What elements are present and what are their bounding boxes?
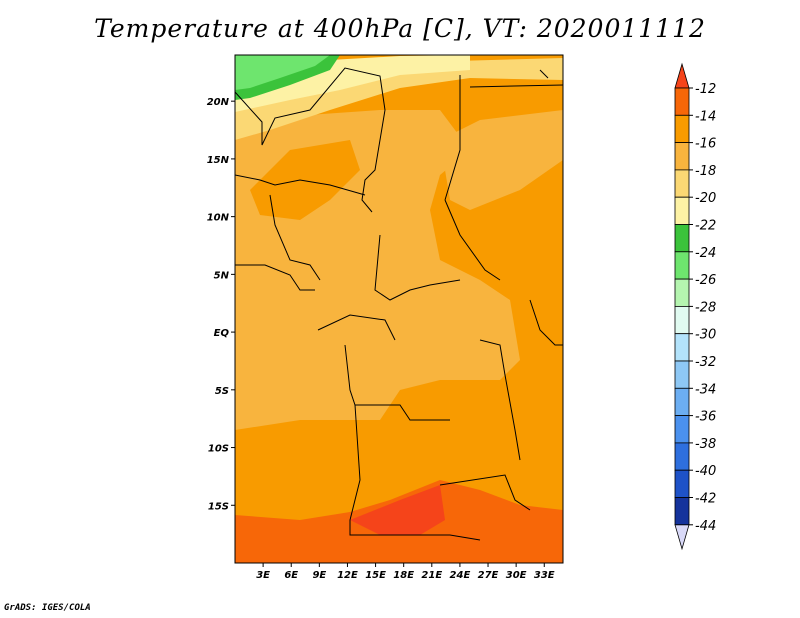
colorbar-label: -26 [695, 273, 716, 288]
colorbar-label: -32 [695, 355, 716, 370]
lat-tick-label: 5N [214, 270, 230, 281]
colorbar-band [674, 333, 690, 362]
lon-tick-label: 3E [256, 570, 270, 581]
lon-tick-label: 12E [337, 570, 358, 581]
colorbar-label: -18 [695, 164, 716, 179]
longitude-axis: 3E 6E 9E 12E 15E 18E 21E 24E 27E 30E 33E [256, 563, 555, 581]
lat-tick-label: 15S [208, 501, 229, 512]
colorbar-label: -14 [695, 109, 716, 124]
lat-tick-label: 10S [208, 444, 229, 455]
colorbar: -12 -14 -16 -18 -20 -22 -24 -26 -28 -30 -32 -34 -36 -… [674, 62, 716, 551]
colorbar-band [674, 442, 690, 471]
latitude-axis: 20N 15N 10N 5N EQ 5S 10S 15S [207, 97, 235, 512]
map-title: Temperature at 400hPa [C], VT: 202001111… [94, 14, 706, 43]
colorbar-bottom-arrow [674, 524, 690, 551]
lon-tick-label: 21E [421, 570, 442, 581]
temperature-field [235, 55, 563, 563]
colorbar-label: -16 [695, 137, 716, 152]
colorbar-label: -38 [695, 437, 716, 452]
colorbar-band [674, 142, 690, 171]
lat-tick-label: 5S [215, 386, 229, 397]
colorbar-label: -20 [695, 191, 716, 206]
colorbar-label: -12 [695, 82, 716, 97]
colorbar-band [674, 114, 690, 144]
colorbar-band [674, 251, 690, 280]
colorbar-label: -24 [695, 246, 716, 261]
lon-tick-label: 6E [284, 570, 298, 581]
footer-credit: GrADS: IGES/COLA [4, 603, 91, 613]
lon-tick-label: 18E [393, 570, 414, 581]
lon-tick-label: 15E [365, 570, 386, 581]
lat-tick-label: EQ [214, 328, 230, 339]
colorbar-top-arrow [674, 62, 690, 89]
colorbar-label: -36 [695, 410, 716, 425]
lat-tick-label: 15N [207, 155, 230, 166]
colorbar-label: -30 [695, 328, 716, 343]
colorbar-label: -34 [695, 382, 716, 397]
lon-tick-label: 33E [534, 570, 555, 581]
colorbar-label: -40 [695, 464, 716, 479]
field-14-16-patch [250, 140, 360, 220]
lon-tick-label: 27E [478, 570, 499, 581]
colorbar-band [674, 415, 690, 444]
colorbar-label: -28 [695, 300, 716, 315]
lat-tick-label: 10N [207, 213, 230, 224]
colorbar-band [674, 360, 690, 389]
field-24-26 [235, 55, 330, 90]
colorbar-band [674, 224, 690, 253]
lon-tick-label: 9E [312, 570, 326, 581]
colorbar-band [674, 169, 690, 198]
field-warmest-patch [350, 485, 445, 535]
lon-tick-label: 30E [506, 570, 527, 581]
colorbar-band [674, 387, 690, 416]
colorbar-label: -42 [695, 492, 716, 507]
field-16-18-east [440, 110, 563, 210]
colorbar-band [674, 497, 690, 526]
colorbar-band [674, 196, 690, 225]
map-frame [234, 54, 564, 564]
colorbar-label: -22 [695, 219, 716, 234]
colorbar-band [674, 278, 690, 307]
country-borders [235, 67, 563, 541]
colorbar-band [674, 469, 690, 498]
colorbar-band [674, 87, 690, 116]
lat-tick-label: 20N [207, 97, 230, 108]
lon-tick-label: 24E [450, 570, 471, 581]
colorbar-band [674, 305, 690, 335]
colorbar-label: -44 [695, 519, 716, 534]
